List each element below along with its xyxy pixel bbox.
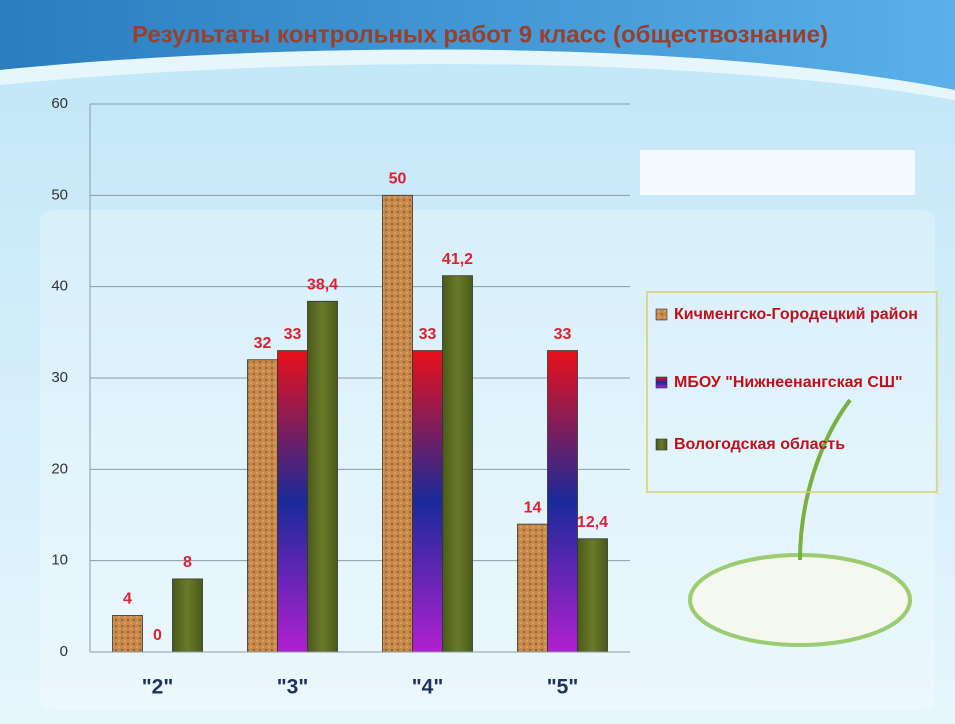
value-label: 12,4 [577, 514, 608, 531]
y-tick-label: 0 [60, 643, 68, 660]
book-decoration [688, 553, 912, 647]
x-tick-label: "5" [547, 676, 579, 699]
y-tick-label: 60 [51, 95, 68, 112]
legend-swatch [655, 438, 668, 451]
legend-box [646, 291, 938, 493]
value-label: 33 [284, 326, 302, 343]
bar [277, 350, 308, 653]
legend-swatch [655, 308, 668, 321]
legend-swatch [655, 376, 668, 389]
bar [412, 350, 443, 653]
y-tick-label: 20 [51, 460, 68, 477]
bar [247, 359, 278, 653]
x-tick-label: "2" [142, 676, 174, 699]
bar [382, 194, 413, 653]
header-stripe [0, 49, 955, 100]
value-label: 33 [419, 326, 437, 343]
legend-label: Вологодская область [674, 436, 845, 453]
bar [172, 578, 203, 653]
white-band [640, 150, 915, 195]
y-tick-label: 50 [51, 186, 68, 203]
value-label: 50 [389, 171, 407, 188]
bar [442, 275, 473, 653]
x-tick-label: "3" [277, 676, 309, 699]
sprout-decoration [798, 398, 852, 561]
bar [577, 538, 608, 653]
chart-title: Результаты контрольных работ 9 класс (об… [132, 21, 828, 48]
bar [547, 350, 578, 653]
value-label: 8 [183, 554, 192, 571]
value-label: 41,2 [442, 251, 473, 268]
value-label: 32 [254, 335, 272, 352]
y-tick-label: 30 [51, 369, 68, 386]
bar [307, 300, 338, 653]
legend-label: Кичменгско-Городецкий район [674, 306, 918, 323]
value-label: 38,4 [307, 276, 338, 293]
legend-label: МБОУ "Нижнеенангская СШ" [674, 374, 903, 391]
value-label: 14 [524, 499, 542, 516]
header-wave [0, 0, 955, 90]
y-tick-label: 40 [51, 278, 68, 295]
y-tick-label: 10 [51, 552, 68, 569]
value-label: 4 [123, 591, 132, 608]
bar [112, 615, 143, 653]
value-label: 0 [153, 627, 162, 644]
bar [517, 523, 548, 653]
value-label: 33 [554, 326, 572, 343]
x-tick-label: "4" [412, 676, 444, 699]
